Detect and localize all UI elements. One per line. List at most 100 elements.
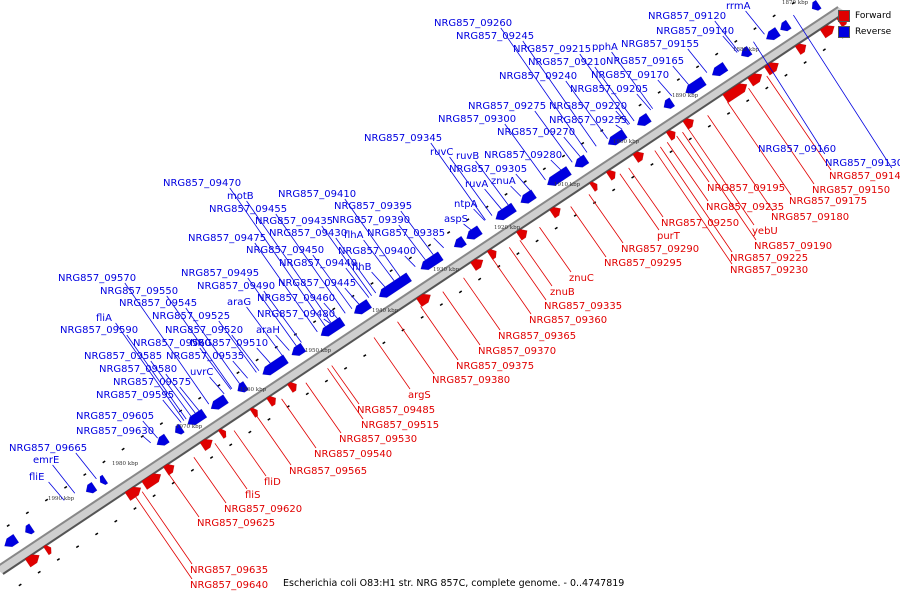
gene-label-forward: NRG857_09225 [730,253,808,264]
gene-label-reverse: NRG857_09430 [269,228,347,239]
strand-dash [114,519,118,523]
leader-line [345,267,370,298]
leader-line [327,368,364,420]
gene-label-forward: NRG857_09145 [829,171,900,182]
forward-gene-arrow [515,228,528,241]
reverse-gene-arrow [685,76,707,95]
strand-dash [133,507,137,510]
leader-line [246,200,332,323]
strand-dash [707,124,712,128]
axis-tick-label: 1960 kbp [240,387,267,393]
gene-label-forward: NRG857_09290 [621,244,699,255]
map-caption: Escherichia coli O83:H1 str. NRG 857C, c… [283,578,625,589]
gene-label-reverse: flhA [344,230,364,241]
gene-label-forward: purT [657,231,681,242]
leader-line [141,491,193,565]
axis-ticks: 1870 kbp 1880 kbp 1890 kbp 1900 kbp 1910 kbp… [48,0,809,502]
strand-dash [363,354,367,358]
strand-dashes [6,1,846,587]
reverse-gene-arrow [187,408,208,426]
reverse-gene-arrow [262,354,289,376]
strand-dash [312,320,317,324]
reverse-gene-arrow [237,380,249,393]
gene-label-reverse: NRG857_09585 [84,351,162,362]
leader-line [492,258,532,315]
leader-line [682,131,757,241]
strand-dash [650,162,654,166]
reverse-gene-arrow [765,26,781,41]
strand-dash [25,511,30,515]
forward-gene-arrow [470,258,484,272]
axis-tick-label: 1980 kbp [112,461,139,467]
reverse-gene-arrow [174,423,185,435]
strand-dash [209,456,214,459]
leader-line [400,210,434,255]
leader-line [676,135,710,183]
leader-line [753,41,826,155]
gene-label-reverse: NRG857_09120 [648,11,726,22]
strand-dash [726,112,731,115]
leader-line [321,225,372,296]
forward-strand-genes [24,15,849,568]
gene-label-reverse: NRG857_09305 [449,164,527,175]
strand-dash [324,379,329,383]
reverse-gene-arrow [378,272,413,298]
gene-label-reverse: NRG857_09130 [825,158,900,169]
gene-label-forward: fliD [264,477,281,488]
gene-label-reverse: fliE [29,472,44,483]
gene-label-reverse: NRG857_09545 [119,298,197,309]
gene-label-reverse: araG [227,297,251,308]
gene-label-forward: NRG857_09515 [361,420,439,431]
leader-line [550,159,562,171]
leader-line [515,173,531,191]
gene-label-reverse: NRG857_09520 [165,325,243,336]
forward-gene-arrow [549,206,561,219]
gene-label-reverse: NRG857_09400 [338,246,416,257]
leader-line [722,35,738,53]
leader-line [168,473,200,518]
leader-line [594,66,635,122]
forward-gene-arrow [665,129,676,141]
leader-line [247,277,297,347]
gene-label-reverse: ruvC [430,147,453,158]
leader-line [124,282,210,405]
gene-label-reverse: NRG857_09535 [166,351,244,362]
reverse-gene-arrow [607,128,628,146]
leader-line [231,334,260,371]
leader-line [166,295,233,389]
gene-label-reverse: NRG857_09300 [438,114,516,125]
gene-label-reverse: NRG857_09395 [334,201,412,212]
leader-line [193,457,227,504]
leader-line [263,290,302,343]
leader-line [534,110,573,163]
strand-dash [439,303,443,307]
reverse-gene-arrow [740,45,753,58]
gene-label-reverse: NRG857_09475 [188,233,266,244]
reverse-gene-arrow [520,189,538,204]
gene-label-reverse: fliA [96,313,112,324]
leader-line [233,430,267,477]
gene-label-reverse: NRG857_09435 [255,216,333,227]
strand-dash [516,252,520,256]
strand-dash [44,498,49,502]
reverse-gene-arrow [636,112,652,127]
strand-dash [382,341,386,345]
strand-dash [676,78,681,82]
strand-dash [75,545,80,549]
forward-gene-arrow [632,151,645,164]
forward-gene-arrow [286,381,297,394]
gene-label-reverse: NRG857_09215 [513,44,591,55]
gene-label-forward: NRG857_09370 [478,346,556,357]
reverse-gene-arrow [85,481,98,494]
gene-label-forward: NRG857_09195 [707,183,785,194]
leader-line [657,79,673,97]
leader-line [687,48,708,73]
leader-line [185,307,240,384]
strand-dash [688,137,692,141]
strand-dash [734,39,738,43]
gene-label-forward: NRG857_09150 [812,185,890,196]
gene-label-reverse: ruvB [456,151,479,162]
gene-label-reverse: NRG857_09345 [364,133,442,144]
gene-label-forward: znuC [569,273,594,284]
gene-label-forward: NRG857_09530 [339,434,417,445]
